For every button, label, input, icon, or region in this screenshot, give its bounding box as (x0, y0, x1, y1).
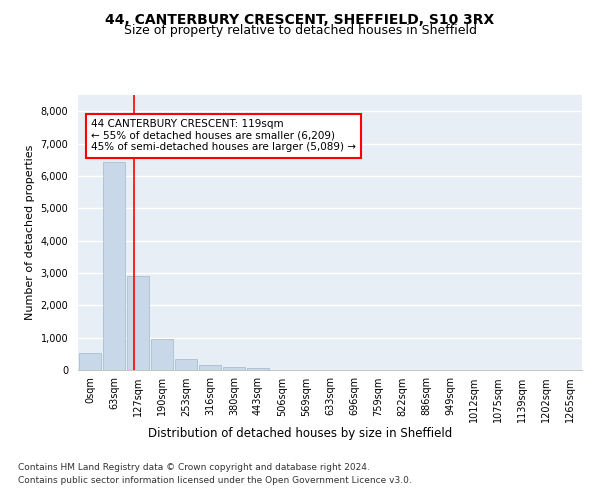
Bar (247, 368, 269, 370)
Text: 44, CANTERBURY CRESCENT, SHEFFIELD, S10 3RX: 44, CANTERBURY CRESCENT, SHEFFIELD, S10 … (106, 12, 494, 26)
Bar (175, 360, 197, 370)
Bar (79, 352, 101, 370)
Text: Contains HM Land Registry data © Crown copyright and database right 2024.: Contains HM Land Registry data © Crown c… (18, 462, 370, 471)
Y-axis label: Number of detached properties: Number of detached properties (25, 145, 35, 320)
Bar (103, 162, 125, 370)
Bar (151, 338, 173, 370)
Text: 44 CANTERBURY CRESCENT: 119sqm
← 55% of detached houses are smaller (6,209)
45% : 44 CANTERBURY CRESCENT: 119sqm ← 55% of … (91, 120, 356, 152)
Text: Distribution of detached houses by size in Sheffield: Distribution of detached houses by size … (148, 428, 452, 440)
Text: Size of property relative to detached houses in Sheffield: Size of property relative to detached ho… (124, 24, 476, 37)
Bar (223, 367, 245, 370)
Text: Contains public sector information licensed under the Open Government Licence v3: Contains public sector information licen… (18, 476, 412, 485)
Bar (199, 365, 221, 370)
Bar (127, 276, 149, 370)
